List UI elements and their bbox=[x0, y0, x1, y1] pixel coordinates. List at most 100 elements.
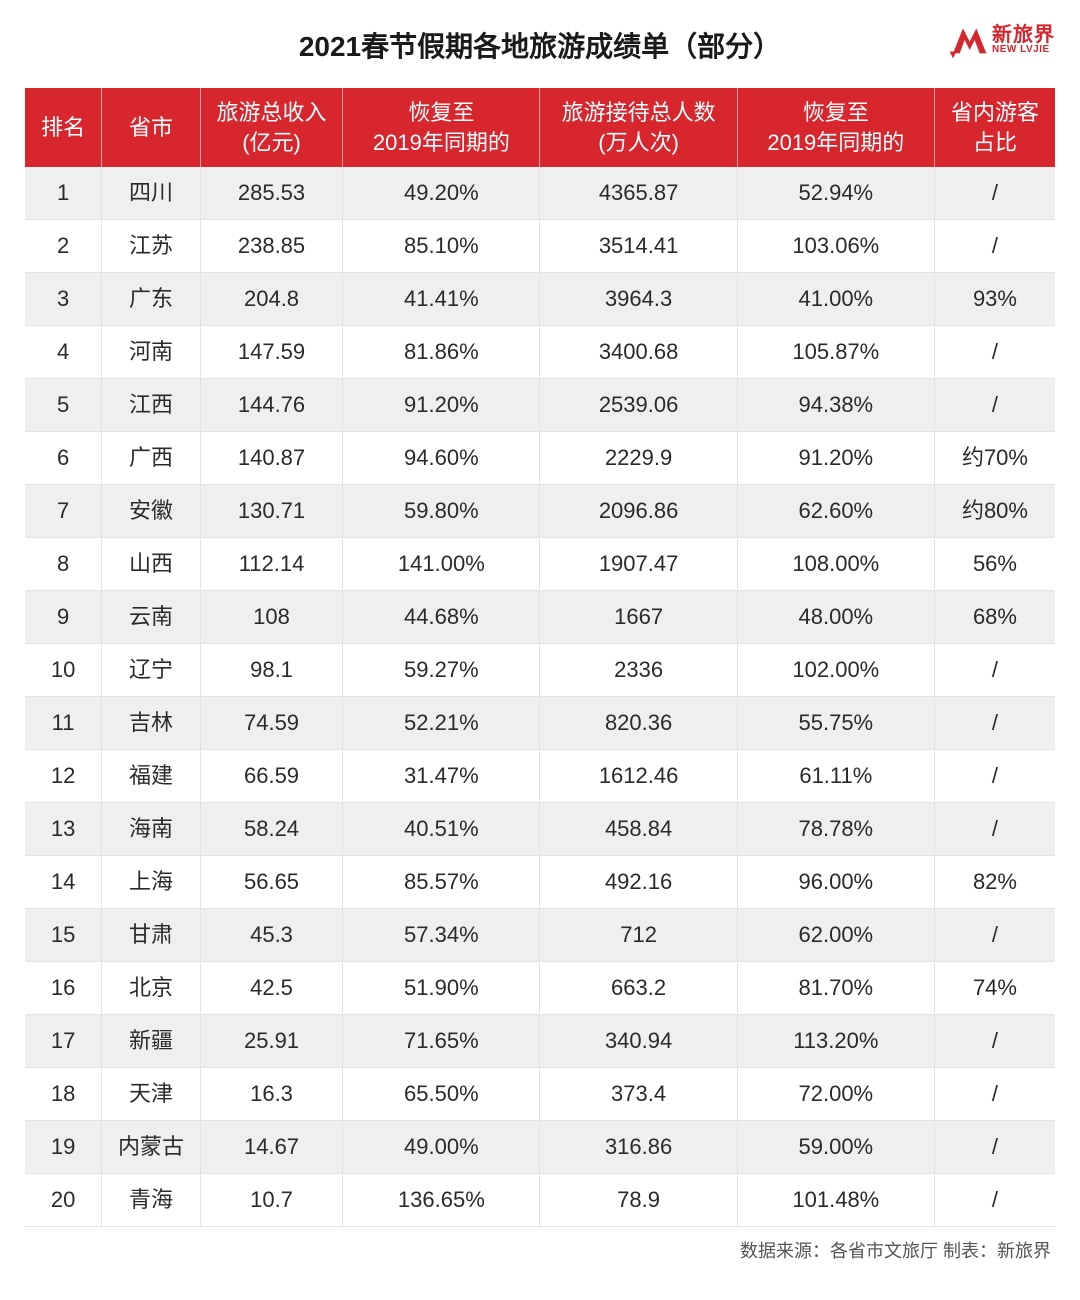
cell-revenue: 112.14 bbox=[200, 538, 342, 591]
cell-revenue: 204.8 bbox=[200, 273, 342, 326]
cell-rank: 11 bbox=[25, 697, 102, 750]
cell-visitors: 712 bbox=[540, 909, 737, 962]
cell-province: 吉林 bbox=[102, 697, 201, 750]
logo-text-cn: 新旅界 bbox=[992, 25, 1055, 45]
column-header-revenue: 旅游总收入(亿元) bbox=[200, 88, 342, 167]
cell-vis_recovery: 102.00% bbox=[737, 644, 934, 697]
cell-rank: 8 bbox=[25, 538, 102, 591]
cell-visitors: 3964.3 bbox=[540, 273, 737, 326]
cell-visitors: 340.94 bbox=[540, 1015, 737, 1068]
cell-local_share: / bbox=[934, 326, 1055, 379]
table-row: 10辽宁98.159.27%2336102.00%/ bbox=[25, 644, 1055, 697]
cell-local_share: / bbox=[934, 1015, 1055, 1068]
cell-rank: 20 bbox=[25, 1174, 102, 1227]
table-row: 9云南10844.68%166748.00%68% bbox=[25, 591, 1055, 644]
cell-province: 云南 bbox=[102, 591, 201, 644]
cell-rev_recovery: 40.51% bbox=[343, 803, 540, 856]
cell-province: 江苏 bbox=[102, 220, 201, 273]
column-header-rank: 排名 bbox=[25, 88, 102, 167]
table-row: 16北京42.551.90%663.281.70%74% bbox=[25, 962, 1055, 1015]
cell-rank: 7 bbox=[25, 485, 102, 538]
cell-rank: 12 bbox=[25, 750, 102, 803]
cell-local_share: / bbox=[934, 220, 1055, 273]
table-row: 8山西112.14141.00%1907.47108.00%56% bbox=[25, 538, 1055, 591]
table-row: 19内蒙古14.6749.00%316.8659.00%/ bbox=[25, 1121, 1055, 1174]
cell-vis_recovery: 48.00% bbox=[737, 591, 934, 644]
cell-visitors: 373.4 bbox=[540, 1068, 737, 1121]
cell-province: 江西 bbox=[102, 379, 201, 432]
cell-province: 内蒙古 bbox=[102, 1121, 201, 1174]
cell-local_share: / bbox=[934, 697, 1055, 750]
cell-revenue: 147.59 bbox=[200, 326, 342, 379]
table-row: 15甘肃45.357.34%71262.00%/ bbox=[25, 909, 1055, 962]
table-row: 7安徽130.7159.80%2096.8662.60%约80% bbox=[25, 485, 1055, 538]
cell-province: 新疆 bbox=[102, 1015, 201, 1068]
cell-revenue: 42.5 bbox=[200, 962, 342, 1015]
cell-local_share: 56% bbox=[934, 538, 1055, 591]
cell-vis_recovery: 62.60% bbox=[737, 485, 934, 538]
cell-province: 北京 bbox=[102, 962, 201, 1015]
table-row: 11吉林74.5952.21%820.3655.75%/ bbox=[25, 697, 1055, 750]
cell-revenue: 130.71 bbox=[200, 485, 342, 538]
cell-province: 安徽 bbox=[102, 485, 201, 538]
cell-rev_recovery: 51.90% bbox=[343, 962, 540, 1015]
cell-rev_recovery: 41.41% bbox=[343, 273, 540, 326]
column-header-vis_recovery: 恢复至2019年同期的 bbox=[737, 88, 934, 167]
cell-local_share: / bbox=[934, 909, 1055, 962]
tourism-ranking-table: 排名省市旅游总收入(亿元)恢复至2019年同期的旅游接待总人数(万人次)恢复至2… bbox=[25, 88, 1055, 1227]
cell-revenue: 25.91 bbox=[200, 1015, 342, 1068]
cell-revenue: 140.87 bbox=[200, 432, 342, 485]
cell-revenue: 144.76 bbox=[200, 379, 342, 432]
table-row: 20青海10.7136.65%78.9101.48%/ bbox=[25, 1174, 1055, 1227]
cell-visitors: 4365.87 bbox=[540, 167, 737, 220]
cell-province: 广东 bbox=[102, 273, 201, 326]
table-row: 13海南58.2440.51%458.8478.78%/ bbox=[25, 803, 1055, 856]
cell-local_share: 93% bbox=[934, 273, 1055, 326]
cell-visitors: 316.86 bbox=[540, 1121, 737, 1174]
table-row: 14上海56.6585.57%492.1696.00%82% bbox=[25, 856, 1055, 909]
cell-province: 青海 bbox=[102, 1174, 201, 1227]
cell-revenue: 108 bbox=[200, 591, 342, 644]
cell-visitors: 2336 bbox=[540, 644, 737, 697]
cell-local_share: / bbox=[934, 803, 1055, 856]
cell-rank: 13 bbox=[25, 803, 102, 856]
cell-province: 天津 bbox=[102, 1068, 201, 1121]
cell-rank: 1 bbox=[25, 167, 102, 220]
table-row: 17新疆25.9171.65%340.94113.20%/ bbox=[25, 1015, 1055, 1068]
cell-province: 山西 bbox=[102, 538, 201, 591]
cell-rev_recovery: 31.47% bbox=[343, 750, 540, 803]
cell-local_share: / bbox=[934, 1068, 1055, 1121]
logo-icon bbox=[948, 20, 988, 60]
cell-revenue: 58.24 bbox=[200, 803, 342, 856]
column-header-province: 省市 bbox=[102, 88, 201, 167]
cell-visitors: 1667 bbox=[540, 591, 737, 644]
cell-rev_recovery: 85.57% bbox=[343, 856, 540, 909]
cell-province: 福建 bbox=[102, 750, 201, 803]
cell-province: 海南 bbox=[102, 803, 201, 856]
cell-vis_recovery: 55.75% bbox=[737, 697, 934, 750]
cell-rank: 3 bbox=[25, 273, 102, 326]
cell-local_share: 68% bbox=[934, 591, 1055, 644]
cell-revenue: 10.7 bbox=[200, 1174, 342, 1227]
cell-rev_recovery: 94.60% bbox=[343, 432, 540, 485]
cell-province: 四川 bbox=[102, 167, 201, 220]
cell-visitors: 3514.41 bbox=[540, 220, 737, 273]
cell-province: 甘肃 bbox=[102, 909, 201, 962]
cell-visitors: 663.2 bbox=[540, 962, 737, 1015]
cell-rank: 16 bbox=[25, 962, 102, 1015]
cell-vis_recovery: 96.00% bbox=[737, 856, 934, 909]
column-header-rev_recovery: 恢复至2019年同期的 bbox=[343, 88, 540, 167]
cell-vis_recovery: 62.00% bbox=[737, 909, 934, 962]
cell-rev_recovery: 57.34% bbox=[343, 909, 540, 962]
table-head: 排名省市旅游总收入(亿元)恢复至2019年同期的旅游接待总人数(万人次)恢复至2… bbox=[25, 88, 1055, 167]
cell-visitors: 1907.47 bbox=[540, 538, 737, 591]
cell-province: 河南 bbox=[102, 326, 201, 379]
cell-rev_recovery: 136.65% bbox=[343, 1174, 540, 1227]
cell-vis_recovery: 52.94% bbox=[737, 167, 934, 220]
cell-rev_recovery: 49.20% bbox=[343, 167, 540, 220]
table-body: 1四川285.5349.20%4365.8752.94%/2江苏238.8585… bbox=[25, 167, 1055, 1227]
cell-local_share: 74% bbox=[934, 962, 1055, 1015]
cell-vis_recovery: 78.78% bbox=[737, 803, 934, 856]
cell-rev_recovery: 44.68% bbox=[343, 591, 540, 644]
cell-rank: 2 bbox=[25, 220, 102, 273]
